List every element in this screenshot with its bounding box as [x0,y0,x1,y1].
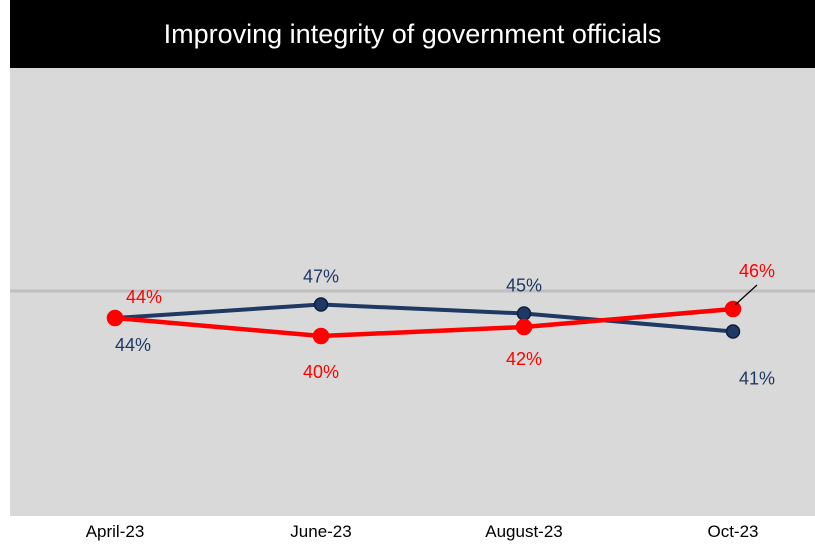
series-1-point [516,306,532,321]
data-label: 45% [506,276,542,296]
series-1-line [114,302,734,334]
series-2-point [106,309,124,327]
data-label: 44% [115,335,151,355]
leader-line [734,284,758,306]
x-tick-label: April-23 [86,522,145,541]
data-label: 47% [303,267,339,287]
data-label: 41% [739,369,775,389]
series-1-point [313,297,329,312]
data-label: 44% [126,287,162,307]
data-label: 42% [506,349,542,369]
x-tick-label: August-23 [485,522,563,541]
series-1-point [725,324,741,339]
series-2-line [114,306,734,339]
series-2-point [312,327,330,345]
series-2-point [724,300,742,318]
x-tick-label: June-23 [290,522,351,541]
x-tick-label: Oct-23 [707,522,758,541]
series-2-point [515,318,533,336]
data-label: 40% [303,362,339,382]
chart-title: Improving integrity of government offici… [10,0,815,68]
data-label: 46% [739,261,775,281]
